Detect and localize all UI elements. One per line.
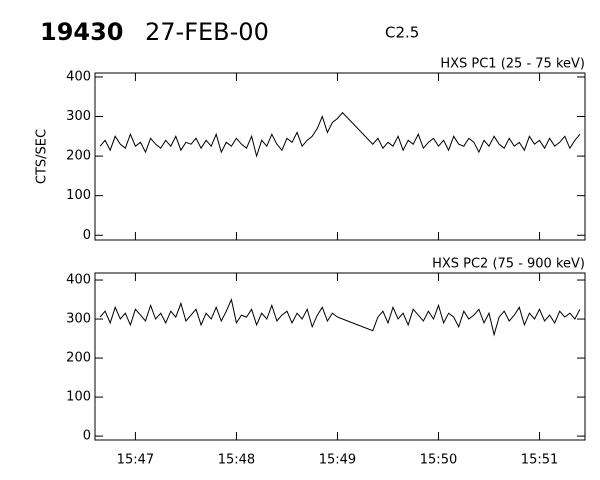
event-date: 27-FEB-00	[145, 18, 269, 46]
x-tick-label: 15:47	[117, 453, 154, 468]
panel-title: HXS PC2 (75 - 900 keV)	[432, 257, 585, 272]
x-tick-label: 15:48	[218, 453, 255, 468]
data-line	[99, 111, 581, 158]
y-tick-label: 100	[66, 188, 91, 203]
flare-class: C2.5	[385, 24, 419, 42]
y-tick-label: 0	[83, 228, 91, 243]
x-tick-label: 15:49	[319, 453, 356, 468]
data-line	[99, 297, 581, 337]
y-tick-label: 300	[66, 109, 91, 124]
y-tick-label: 400	[66, 273, 91, 288]
y-tick-label: 300	[66, 312, 91, 327]
x-tick-label: 15:51	[521, 453, 558, 468]
y-tick-label: 0	[83, 429, 91, 444]
panel-title: HXS PC1 (25 - 75 keV)	[440, 57, 585, 72]
y-tick-label: 400	[66, 69, 91, 84]
y-tick-label: 100	[66, 390, 91, 405]
x-tick-label: 15:50	[420, 453, 457, 468]
y-tick-label: 200	[66, 149, 91, 164]
y-axis-label: CTS/SEC	[35, 129, 50, 184]
y-tick-label: 200	[66, 351, 91, 366]
plot-frame	[94, 272, 586, 441]
event-id: 19430	[40, 18, 124, 46]
